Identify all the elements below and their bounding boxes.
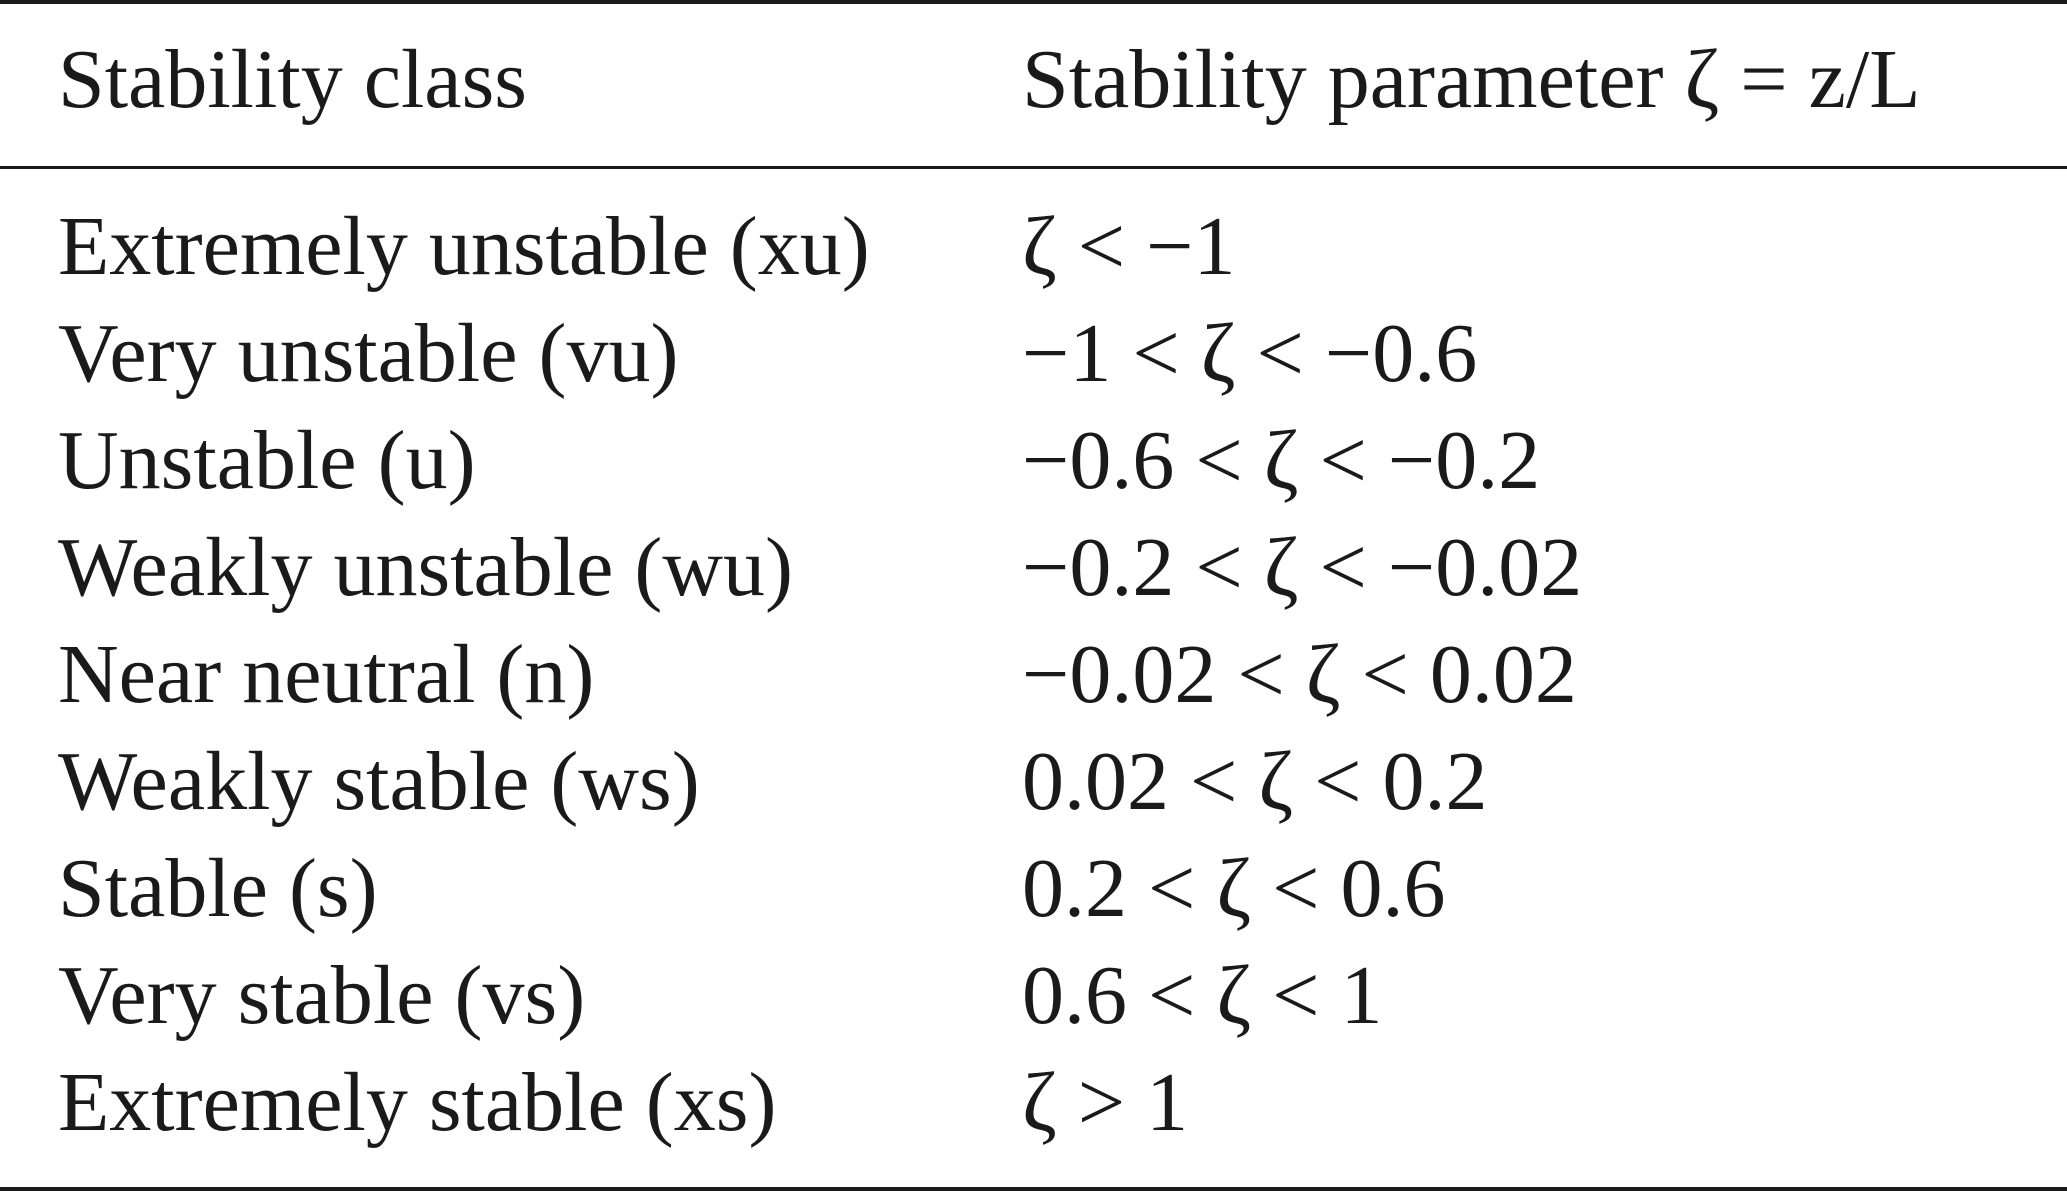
table-top-rule <box>0 0 2067 4</box>
row-class-vs: Very stable (vs) <box>58 949 586 1042</box>
row-class-ws: Weakly stable (ws) <box>58 735 700 828</box>
row-range-xs: ζ > 1 <box>1022 1056 1189 1149</box>
row-class-xu: Extremely unstable (xu) <box>58 200 870 293</box>
row-class-n: Near neutral (n) <box>58 628 595 721</box>
row-range-u: −0.6 < ζ < −0.2 <box>1022 414 1541 507</box>
row-range-ws: 0.02 < ζ < 0.2 <box>1022 735 1488 828</box>
row-class-xs: Extremely stable (xs) <box>58 1056 777 1149</box>
row-range-s: 0.2 < ζ < 0.6 <box>1022 842 1446 935</box>
row-class-s: Stable (s) <box>58 842 378 935</box>
row-range-vu: −1 < ζ < −0.6 <box>1022 307 1478 400</box>
header-stability-parameter: Stability parameter ζ = z/L <box>1022 33 1921 126</box>
row-class-vu: Very unstable (vu) <box>58 307 679 400</box>
row-range-xu: ζ < −1 <box>1022 200 1236 293</box>
table-bottom-rule <box>0 1187 2067 1191</box>
row-class-u: Unstable (u) <box>58 414 476 507</box>
row-class-wu: Weakly unstable (wu) <box>58 521 793 614</box>
table-header-rule <box>0 166 2067 169</box>
row-range-n: −0.02 < ζ < 0.02 <box>1022 628 1577 721</box>
row-range-wu: −0.2 < ζ < −0.02 <box>1022 521 1583 614</box>
row-range-vs: 0.6 < ζ < 1 <box>1022 949 1383 1042</box>
header-stability-class: Stability class <box>58 33 527 126</box>
